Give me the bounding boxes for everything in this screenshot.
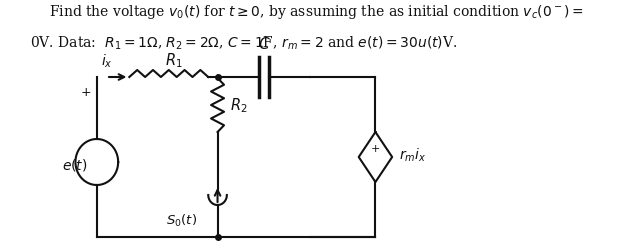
Text: $e(t)$: $e(t)$ <box>62 156 87 172</box>
Text: $i_x$: $i_x$ <box>102 52 113 70</box>
Text: $S_0(t)$: $S_0(t)$ <box>166 212 197 228</box>
Text: $+$: $+$ <box>80 86 91 99</box>
Text: $r_m i_x$: $r_m i_x$ <box>399 146 426 163</box>
Text: $C$: $C$ <box>258 36 270 52</box>
Text: $+$: $+$ <box>370 142 380 153</box>
Text: $R_1$: $R_1$ <box>164 51 182 70</box>
Text: $R_2$: $R_2$ <box>229 96 247 115</box>
Text: 0V. Data:  $R_1 = 1\Omega$, $R_2 = 2\Omega$, $C = 1$F, $r_m = 2$ and $e(t) = 30u: 0V. Data: $R_1 = 1\Omega$, $R_2 = 2\Omeg… <box>30 35 457 52</box>
Text: Find the voltage $v_0(t)$ for $t \geq 0$, by assuming the as initial condition $: Find the voltage $v_0(t)$ for $t \geq 0$… <box>49 3 583 21</box>
